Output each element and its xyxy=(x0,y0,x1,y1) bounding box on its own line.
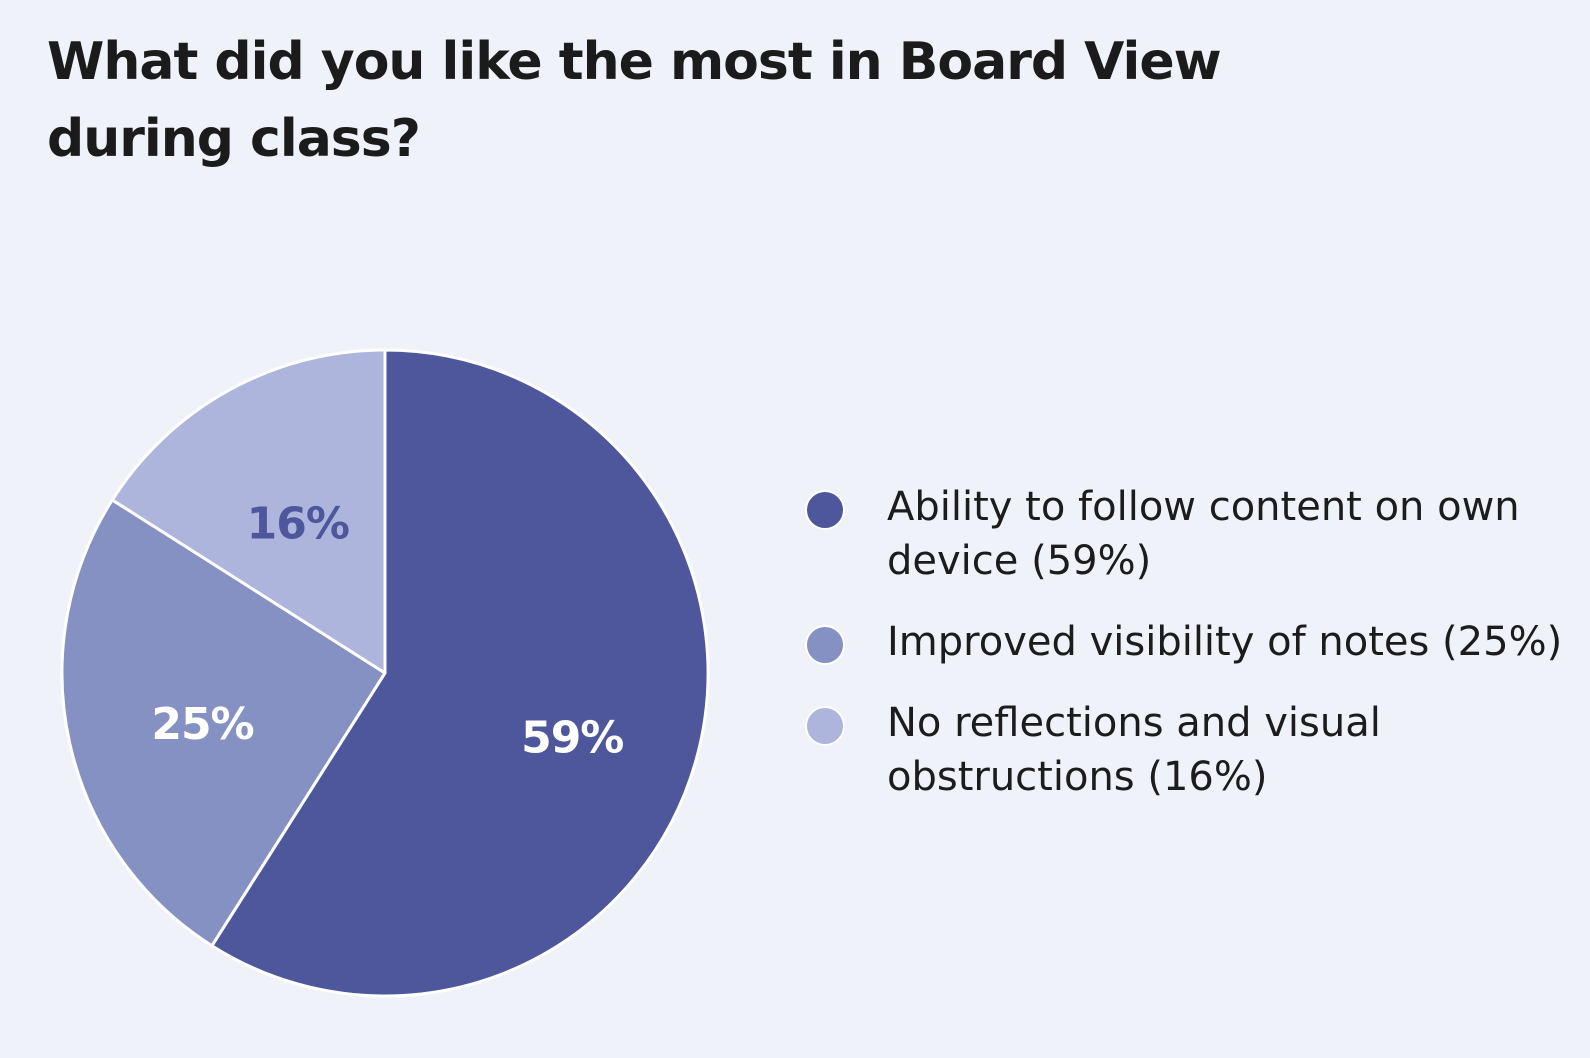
legend-label: Ability to follow content on own device … xyxy=(887,484,1520,584)
chart-title: What did you like the most in Board View… xyxy=(47,32,1222,169)
legend-swatch xyxy=(805,625,845,665)
legend-label: Improved visibility of notes (25%) xyxy=(887,619,1563,665)
slice-value-label: 16% xyxy=(247,498,349,549)
legend-label: No reflections and visual obstructions (… xyxy=(887,700,1381,800)
legend-item: Improved visibility of notes (25%) xyxy=(805,615,1565,669)
legend-swatch xyxy=(805,706,845,746)
legend-item: No reflections and visual obstructions (… xyxy=(805,696,1565,804)
pie-slices xyxy=(60,348,710,998)
slice-value-label: 59% xyxy=(521,712,623,763)
chart-legend: Ability to follow content on own device … xyxy=(805,480,1565,831)
pie-slice xyxy=(110,348,387,675)
pie-slice xyxy=(210,348,710,998)
legend-item: Ability to follow content on own device … xyxy=(805,480,1565,588)
pie-slice xyxy=(60,498,387,948)
slice-value-label: 25% xyxy=(151,699,253,750)
legend-swatch xyxy=(805,490,845,530)
pie-slice-labels: 59% 25% 16% xyxy=(151,498,624,763)
pie-chart: 59% 25% 16% xyxy=(60,348,710,998)
